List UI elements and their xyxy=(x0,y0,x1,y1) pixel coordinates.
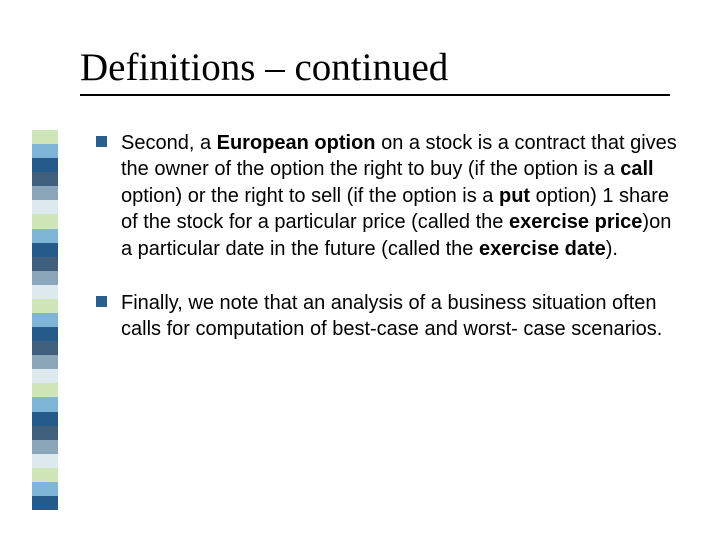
stripe-segment xyxy=(32,341,58,355)
bullet-text: Finally, we note that an analysis of a b… xyxy=(121,290,686,343)
stripe-segment xyxy=(32,313,58,327)
decorative-stripe-band xyxy=(32,130,58,510)
title-underline xyxy=(80,94,670,96)
stripe-segment xyxy=(32,229,58,243)
stripe-segment xyxy=(32,271,58,285)
stripe-segment xyxy=(32,285,58,299)
stripe-segment xyxy=(32,257,58,271)
stripe-segment xyxy=(32,130,58,144)
stripe-segment xyxy=(32,482,58,496)
stripe-segment xyxy=(32,243,58,257)
stripe-segment xyxy=(32,158,58,172)
stripe-segment xyxy=(32,144,58,158)
stripe-segment xyxy=(32,214,58,228)
bullet-item: Second, a European option on a stock is … xyxy=(96,130,686,262)
bullet-marker-icon xyxy=(96,136,107,147)
bullet-marker-icon xyxy=(96,296,107,307)
stripe-segment xyxy=(32,327,58,341)
stripe-segment xyxy=(32,496,58,510)
bullet-item: Finally, we note that an analysis of a b… xyxy=(96,290,686,343)
stripe-segment xyxy=(32,200,58,214)
slide-content: Second, a European option on a stock is … xyxy=(96,130,686,371)
slide: Definitions – continued Second, a Europe… xyxy=(0,0,720,540)
stripe-segment xyxy=(32,186,58,200)
stripe-segment xyxy=(32,299,58,313)
stripe-segment xyxy=(32,468,58,482)
stripe-segment xyxy=(32,397,58,411)
slide-title: Definitions – continued xyxy=(80,45,448,90)
stripe-segment xyxy=(32,412,58,426)
stripe-segment xyxy=(32,383,58,397)
stripe-segment xyxy=(32,369,58,383)
stripe-segment xyxy=(32,440,58,454)
stripe-segment xyxy=(32,355,58,369)
stripe-segment xyxy=(32,172,58,186)
stripe-segment xyxy=(32,426,58,440)
stripe-segment xyxy=(32,454,58,468)
bullet-text: Second, a European option on a stock is … xyxy=(121,130,686,262)
